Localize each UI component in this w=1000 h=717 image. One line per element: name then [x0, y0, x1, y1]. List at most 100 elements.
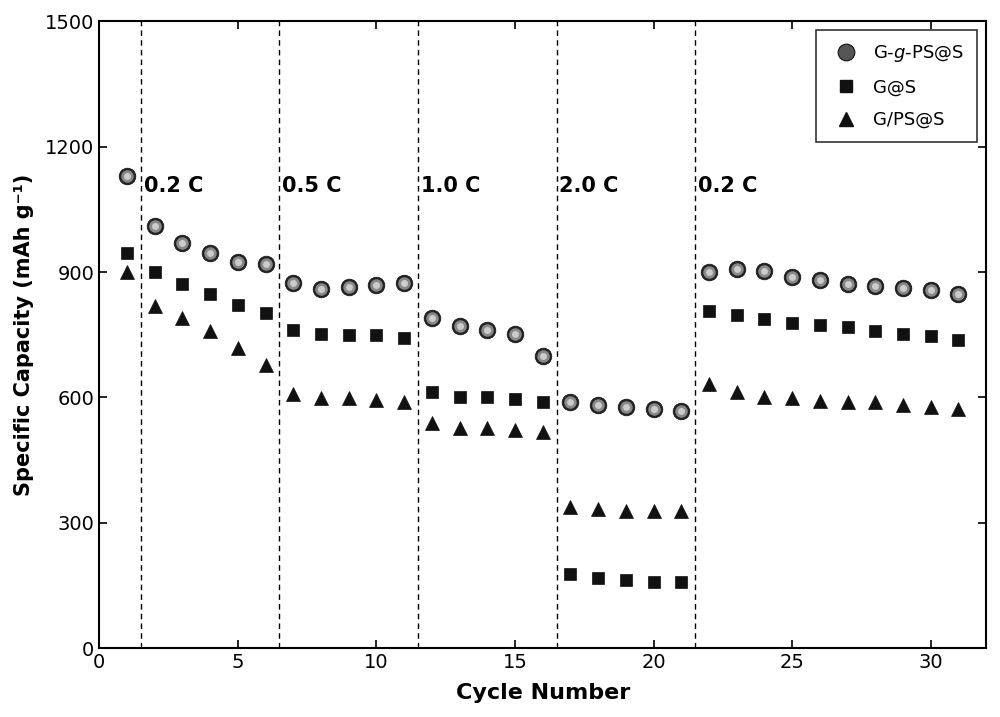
G/PS@S: [149, 301, 161, 310]
G/PS@S: [675, 507, 687, 516]
G-g-PS@S: [315, 285, 327, 293]
Text: 0.2 C: 0.2 C: [144, 176, 203, 196]
G/PS@S: [232, 344, 244, 353]
G/PS@S: [648, 507, 660, 516]
G@S: [287, 326, 299, 334]
G@S: [426, 388, 438, 397]
G-g-PS@S: [370, 280, 382, 289]
G@S: [509, 395, 521, 404]
G/PS@S: [897, 401, 909, 409]
G@S: [703, 306, 715, 315]
G@S: [260, 309, 272, 318]
G@S: [675, 578, 687, 587]
G@S: [592, 574, 604, 582]
G-g-PS@S: [537, 351, 549, 360]
G-g-PS@S: [260, 260, 272, 268]
G-g-PS@S: [564, 397, 576, 406]
G/PS@S: [620, 507, 632, 516]
Line: G/PS@S: G/PS@S: [120, 265, 965, 518]
Y-axis label: Specific Capacity (mAh g⁻¹): Specific Capacity (mAh g⁻¹): [14, 174, 34, 496]
G/PS@S: [315, 394, 327, 402]
G-g-PS@S: [786, 272, 798, 281]
G@S: [731, 310, 743, 319]
G/PS@S: [758, 392, 770, 401]
G-g-PS@S: [343, 282, 355, 291]
G@S: [315, 330, 327, 338]
G/PS@S: [121, 267, 133, 276]
G/PS@S: [592, 505, 604, 513]
G@S: [370, 331, 382, 339]
G-g-PS@S: [648, 405, 660, 414]
G-g-PS@S: [121, 171, 133, 180]
G/PS@S: [481, 423, 493, 432]
G-g-PS@S: [731, 265, 743, 273]
G/PS@S: [814, 397, 826, 405]
G/PS@S: [176, 314, 188, 323]
G/PS@S: [952, 405, 964, 414]
G@S: [454, 393, 466, 402]
G@S: [952, 336, 964, 344]
G/PS@S: [204, 327, 216, 336]
G-g-PS@S: [287, 278, 299, 287]
G/PS@S: [454, 423, 466, 432]
G@S: [121, 249, 133, 257]
Line: G@S: G@S: [121, 247, 965, 589]
X-axis label: Cycle Number: Cycle Number: [456, 683, 630, 703]
G/PS@S: [842, 398, 854, 407]
G@S: [648, 578, 660, 587]
G@S: [232, 300, 244, 309]
G/PS@S: [287, 390, 299, 399]
G-g-PS@S: [620, 402, 632, 411]
G-g-PS@S: [869, 282, 881, 290]
G/PS@S: [260, 361, 272, 369]
G-g-PS@S: [842, 280, 854, 288]
G-g-PS@S: [509, 330, 521, 338]
G@S: [897, 329, 909, 338]
G-g-PS@S: [952, 290, 964, 298]
G-g-PS@S: [426, 314, 438, 323]
G@S: [758, 315, 770, 323]
G@S: [398, 334, 410, 343]
G/PS@S: [731, 388, 743, 397]
G/PS@S: [398, 398, 410, 407]
Line: G-g-PS@S: G-g-PS@S: [119, 168, 967, 419]
G-g-PS@S: [758, 267, 770, 275]
G-g-PS@S: [398, 278, 410, 287]
G/PS@S: [703, 380, 715, 389]
Text: 2.0 C: 2.0 C: [559, 176, 619, 196]
G@S: [842, 323, 854, 331]
G/PS@S: [426, 419, 438, 427]
G@S: [481, 393, 493, 402]
G-g-PS@S: [149, 222, 161, 230]
G-g-PS@S: [592, 401, 604, 409]
G/PS@S: [564, 503, 576, 511]
Text: 0.2 C: 0.2 C: [698, 176, 757, 196]
G@S: [149, 267, 161, 276]
G-g-PS@S: [454, 322, 466, 331]
G-g-PS@S: [897, 284, 909, 293]
G/PS@S: [343, 394, 355, 402]
G@S: [925, 331, 937, 340]
G/PS@S: [370, 396, 382, 404]
G@S: [620, 576, 632, 585]
Legend: G-$\it{g}$-PS@S, G@S, G/PS@S: G-$\it{g}$-PS@S, G@S, G/PS@S: [816, 30, 977, 141]
G/PS@S: [786, 394, 798, 402]
G@S: [343, 331, 355, 339]
G@S: [814, 320, 826, 329]
G@S: [869, 327, 881, 336]
G-g-PS@S: [675, 407, 687, 415]
G@S: [176, 280, 188, 288]
G@S: [564, 569, 576, 578]
G@S: [204, 290, 216, 298]
G/PS@S: [869, 398, 881, 407]
G/PS@S: [509, 426, 521, 435]
G-g-PS@S: [232, 257, 244, 266]
G-g-PS@S: [925, 286, 937, 295]
G-g-PS@S: [481, 326, 493, 334]
G@S: [537, 397, 549, 406]
Text: 1.0 C: 1.0 C: [421, 176, 480, 196]
G-g-PS@S: [176, 239, 188, 247]
G-g-PS@S: [814, 275, 826, 284]
G/PS@S: [925, 402, 937, 411]
G-g-PS@S: [204, 249, 216, 257]
